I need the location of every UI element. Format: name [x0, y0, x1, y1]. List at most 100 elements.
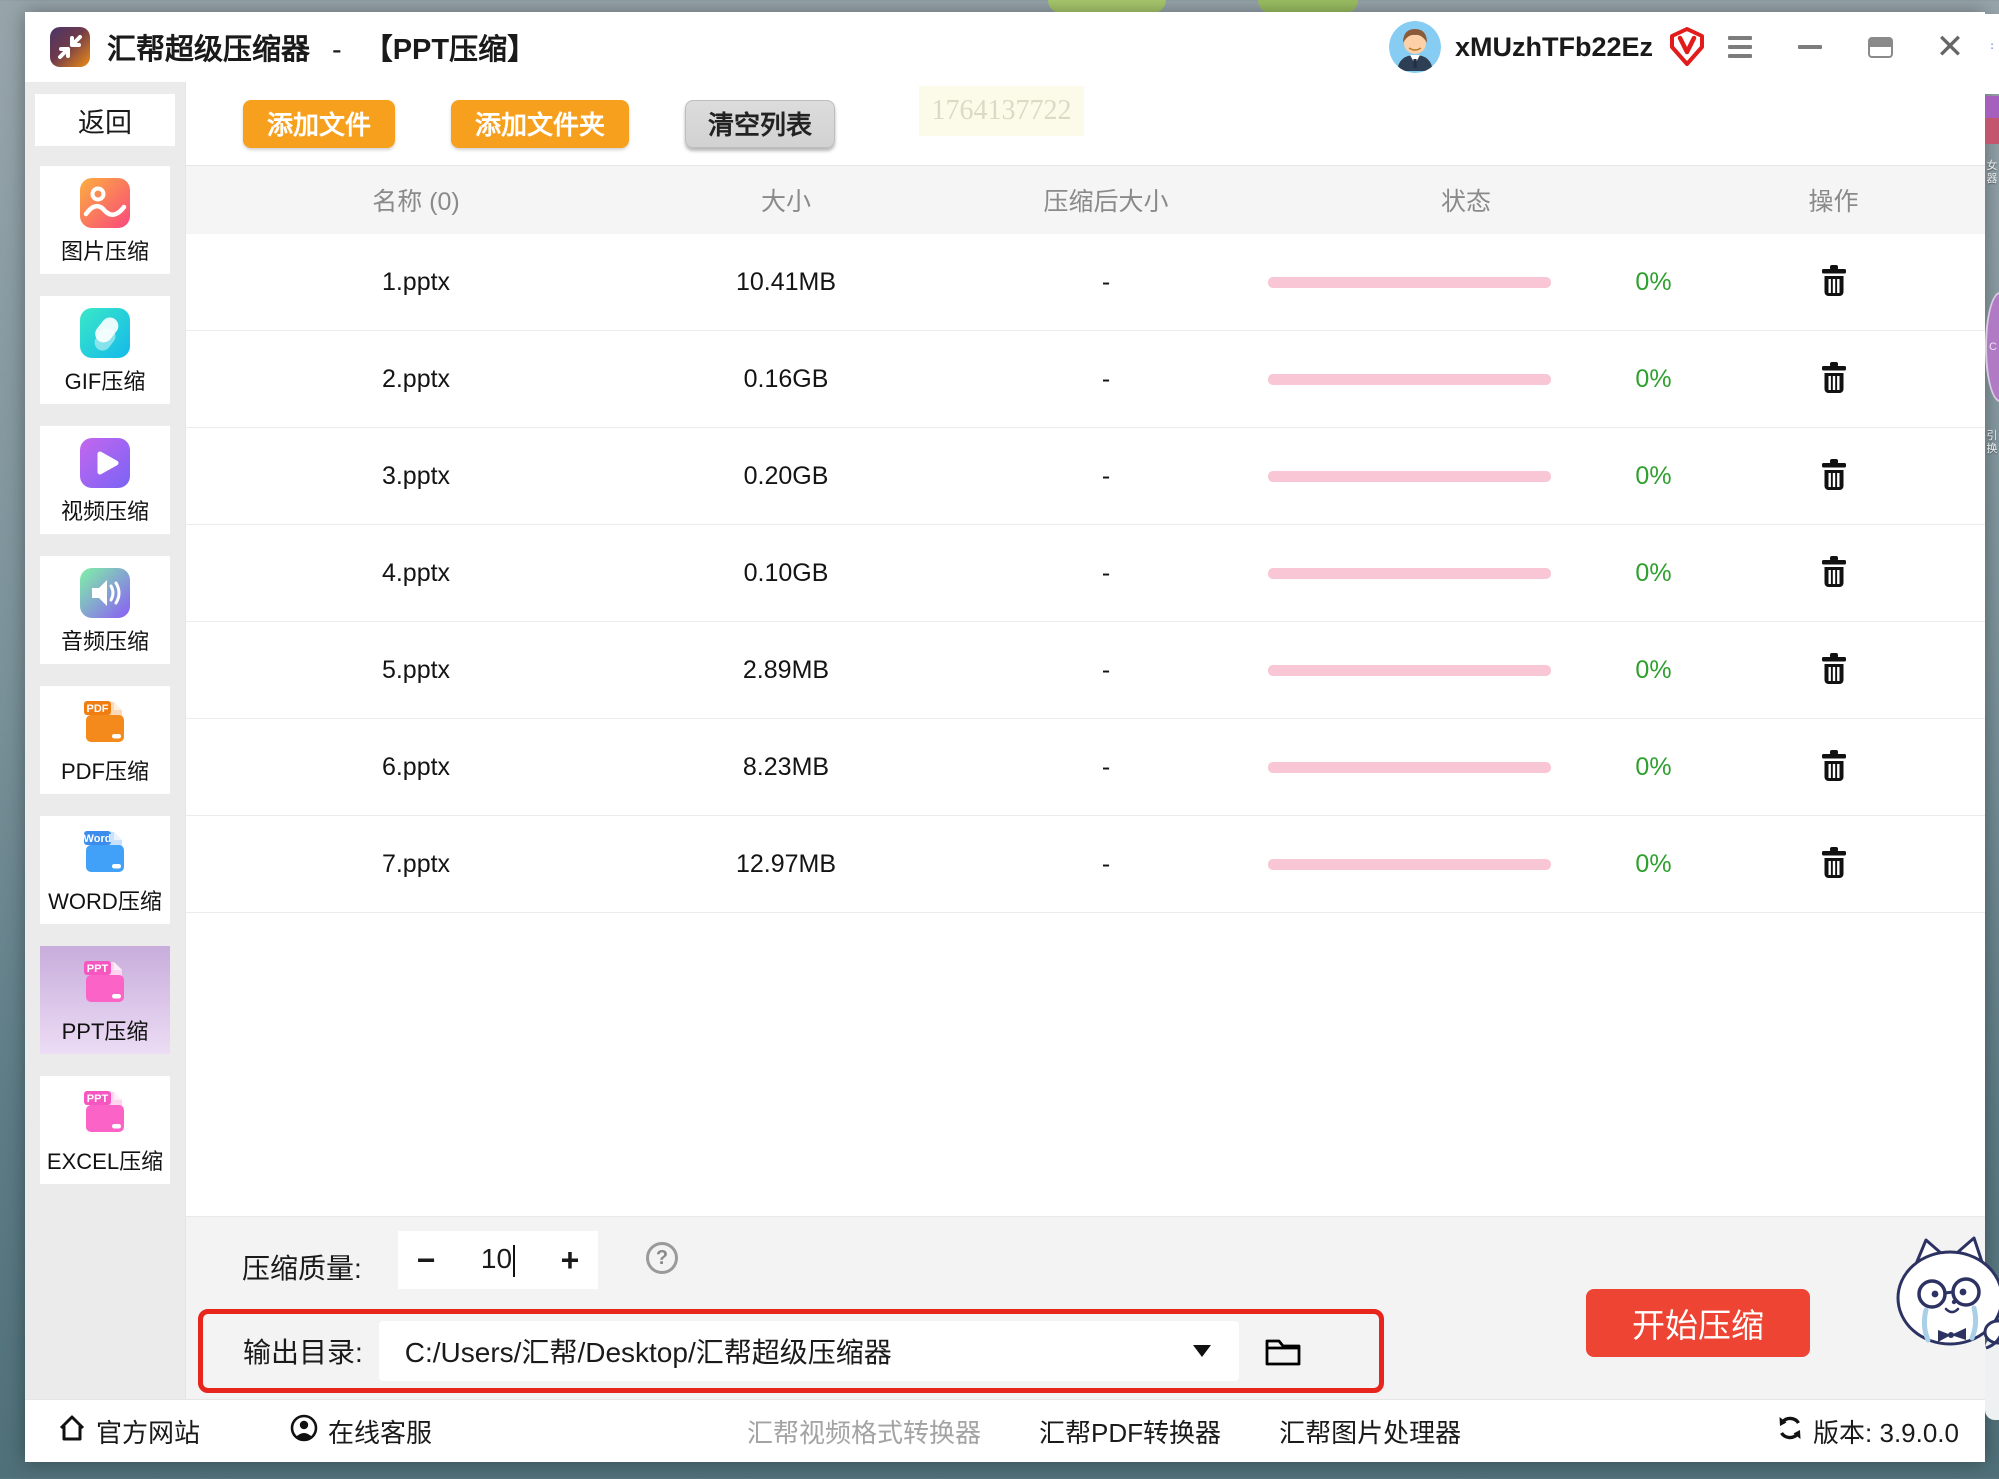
close-button[interactable]: ✕ [1915, 12, 1985, 82]
svg-text:PPT: PPT [87, 1093, 109, 1105]
close-icon: ✕ [1935, 28, 1965, 66]
sidebar-items: 图片压缩 GIF压缩 视频压缩 音频压缩 PDF PDF压缩 Word WORD压缩 … [40, 166, 170, 1184]
online-service-label: 在线客服 [328, 1417, 433, 1448]
file-name: 4.pptx [381, 558, 451, 587]
audio-compress-icon [76, 564, 134, 622]
progress-bar [1268, 664, 1551, 676]
action-cell [1731, 357, 1985, 402]
delete-button[interactable] [1815, 551, 1853, 596]
table-row: 4.pptx 0.10GB - 0% [186, 525, 1985, 622]
home-icon [58, 1414, 86, 1449]
file-name: 7.pptx [381, 849, 451, 878]
progress-bar [1268, 858, 1551, 870]
footer-link-video-converter[interactable]: 汇帮视频格式转换器 [747, 1417, 982, 1448]
minimize-button[interactable] [1775, 12, 1845, 82]
back-button[interactable]: 返回 [35, 94, 175, 146]
table-row: 5.pptx 2.89MB - 0% [186, 622, 1985, 719]
delete-button[interactable] [1815, 648, 1853, 693]
quality-input[interactable]: 10 [454, 1243, 542, 1277]
progress-cell [1256, 567, 1576, 579]
version-label: 版本: 3.9.0.0 [1813, 1417, 1959, 1448]
progress-percent: 0% [1635, 655, 1672, 684]
progress-percent: 0% [1635, 267, 1672, 296]
quality-label: 压缩质量: [242, 1253, 362, 1284]
sidebar-item-pdf[interactable]: PDF PDF压缩 [40, 686, 170, 794]
column-header-status: 状态 [1440, 188, 1491, 216]
maximize-button[interactable] [1845, 12, 1915, 82]
sidebar-item-ppt[interactable]: PPT PPT压缩 [40, 946, 170, 1054]
app-logo-icon [49, 26, 91, 68]
titlebar: 汇帮超级压缩器 - 【PPT压缩】 [25, 12, 1985, 82]
official-site-link[interactable]: 官方网站 [58, 1413, 200, 1450]
delete-button[interactable] [1815, 454, 1853, 499]
video-compress-icon [76, 434, 134, 492]
trash-icon [1819, 652, 1849, 689]
output-dir-select[interactable]: C:/Users/汇帮/Desktop/汇帮超级压缩器 [378, 1321, 1239, 1381]
sidebar-item-label: 音频压缩 [60, 629, 149, 654]
vip-badge-icon[interactable] [1669, 27, 1705, 67]
file-size: 8.23MB [742, 752, 830, 781]
sidebar-item-image[interactable]: 图片压缩 [40, 166, 170, 274]
column-header-name: 名称 (0) [372, 188, 460, 216]
username[interactable]: xMUzhTFb22Ez [1454, 31, 1653, 62]
desktop-label-fragment: 女器 [1986, 160, 1998, 185]
sidebar-item-excel[interactable]: PPT EXCEL压缩 [40, 1076, 170, 1184]
sidebar-item-label: PDF压缩 [60, 759, 149, 784]
sidebar-item-word[interactable]: Word WORD压缩 [40, 816, 170, 924]
add-folder-button[interactable]: 添加文件夹 [451, 99, 630, 148]
file-size: 0.16GB [743, 364, 829, 393]
toolbar: 添加文件 添加文件夹 清空列表 1764137722 [186, 82, 1985, 165]
help-icon[interactable]: ? [646, 1242, 678, 1274]
desktop-icon-fragment: C [1985, 292, 1999, 402]
trash-icon [1819, 264, 1849, 301]
sidebar: 返回 图片压缩 GIF压缩视频压缩音频压缩 PDF PDF压缩 Word WORD… [25, 82, 185, 1399]
footer: 官方网站 在线客服 汇帮视频格式转换器 汇帮PDF转换器 汇帮图片处理器 [25, 1399, 1985, 1462]
online-service-link[interactable]: 在线客服 [290, 1413, 432, 1450]
compressed-size: - [1101, 655, 1111, 684]
delete-button[interactable] [1815, 357, 1853, 402]
svg-text:PPT: PPT [87, 963, 109, 975]
delete-button[interactable] [1815, 260, 1853, 305]
sidebar-item-video[interactable]: 视频压缩 [40, 426, 170, 534]
compressed-size: - [1101, 364, 1111, 393]
table-row: 3.pptx 0.20GB - 0% [186, 428, 1985, 525]
progress-bar [1268, 567, 1551, 579]
back-label: 返回 [78, 107, 132, 138]
footer-link-image-processor[interactable]: 汇帮图片处理器 [1279, 1417, 1462, 1448]
table-row: 1.pptx 10.41MB - 0% [186, 234, 1985, 331]
file-name: 3.pptx [381, 461, 451, 490]
desktop-icon-fragment [1985, 118, 1999, 144]
refresh-icon [1777, 1415, 1803, 1448]
quality-minus-button[interactable]: − [398, 1241, 454, 1280]
progress-cell [1256, 470, 1576, 482]
trash-icon [1819, 749, 1849, 786]
official-site-label: 官方网站 [96, 1417, 201, 1448]
delete-button[interactable] [1815, 745, 1853, 790]
sidebar-item-gif[interactable]: GIF压缩 [40, 296, 170, 404]
compressed-size: - [1101, 558, 1111, 587]
add-file-button[interactable]: 添加文件 [243, 99, 396, 148]
sidebar-item-label: WORD压缩 [48, 889, 162, 914]
progress-bar [1268, 470, 1551, 482]
browse-folder-icon[interactable] [1263, 1334, 1303, 1368]
sidebar-item-audio[interactable]: 音频压缩 [40, 556, 170, 664]
output-path: C:/Users/汇帮/Desktop/汇帮超级压缩器 [404, 1337, 892, 1368]
desktop-icon-fragment: ∶ [1985, 14, 1999, 94]
menu-button[interactable] [1705, 12, 1775, 82]
start-compress-button[interactable]: 开始压缩 [1586, 1289, 1810, 1357]
output-highlight-box: 输出目录: C:/Users/汇帮/Desktop/汇帮超级压缩器 [198, 1309, 1384, 1393]
file-size: 0.20GB [743, 461, 829, 490]
version-info[interactable]: 版本: 3.9.0.0 [1777, 1413, 1959, 1450]
watermark: 1764137722 [919, 86, 1084, 136]
delete-button[interactable] [1815, 842, 1853, 887]
output-dir-label: 输出目录: [243, 1337, 363, 1368]
clear-list-button[interactable]: 清空列表 [685, 99, 836, 148]
column-header-size: 大小 [760, 188, 811, 216]
file-table-body: 1.pptx 10.41MB - 0% 2.pptx 0.16GB - 0% 3.pptx 0.2… [186, 234, 1985, 1216]
column-header-compressed: 压缩后大小 [1043, 188, 1169, 216]
quality-plus-button[interactable]: + [542, 1241, 598, 1280]
footer-link-pdf-converter[interactable]: 汇帮PDF转换器 [1039, 1417, 1222, 1448]
file-size: 10.41MB [735, 267, 837, 296]
user-avatar[interactable] [1388, 21, 1441, 73]
file-name: 1.pptx [381, 267, 451, 296]
